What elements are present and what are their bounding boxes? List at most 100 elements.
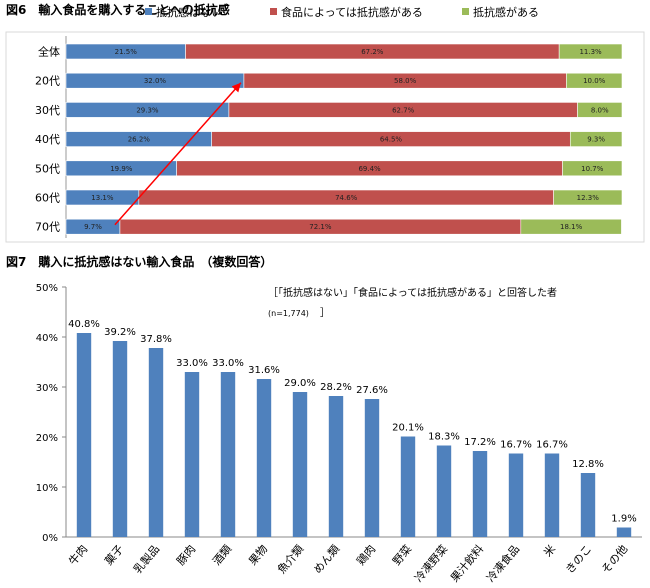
fig6-value-label: 10.0% — [583, 77, 606, 85]
fig7-category-label: 鶏肉 — [353, 542, 378, 568]
fig6-value-label: 69.4% — [358, 165, 381, 173]
legend-swatch-some-resistance — [270, 8, 277, 15]
fig6-value-label: 26.2% — [128, 136, 151, 144]
fig6-value-label: 58.0% — [394, 77, 417, 85]
fig7-note-line1: ［「抵抗感はない」「食品によっては抵抗感がある」と回答した者 — [268, 286, 557, 299]
fig6-category-label: 全体 — [38, 45, 60, 59]
fig7-bar — [256, 379, 272, 537]
fig7-value-label: 40.8% — [68, 319, 100, 330]
fig6-category-label: 60代 — [35, 192, 60, 205]
fig7-value-label: 18.3% — [428, 432, 460, 443]
fig7-value-label: 16.7% — [500, 440, 532, 451]
fig7-bar — [580, 473, 596, 537]
fig6-value-label: 67.2% — [361, 48, 384, 56]
fig7-value-label: 27.6% — [356, 385, 388, 396]
fig6-value-label: 10.7% — [581, 165, 604, 173]
fig6-bar-seg-resistance — [569, 131, 623, 147]
fig7-bar — [112, 341, 128, 537]
fig6-value-label: 8.0% — [591, 106, 609, 114]
fig7-y-tick-label: 20% — [36, 433, 58, 444]
fig6-category-label: 50代 — [35, 162, 60, 175]
fig7-plot-area: 0% 10% 20% 30% 40% 50% 40.8% 牛肉 39.2% 菓子 37.8% 乳製品 3… — [36, 283, 642, 585]
fig7-value-label: 28.2% — [320, 382, 352, 393]
fig6-value-label: 9.7% — [84, 223, 102, 231]
fig7-category-label: 果汁飲料 — [447, 542, 486, 585]
fig6-bar-seg-resistance — [520, 218, 622, 235]
fig7-category-label: 牛肉 — [65, 542, 90, 568]
fig7-bar — [472, 451, 488, 537]
fig7-value-label: 33.0% — [176, 358, 208, 369]
fig7-y-tick-label: 10% — [36, 483, 58, 494]
legend-swatch-resistance — [462, 8, 469, 15]
fig7-category-label: 果物 — [245, 542, 270, 568]
fig7-value-label: 20.1% — [392, 423, 424, 434]
fig7-category-label: 菓子 — [102, 543, 126, 568]
fig7-bar — [148, 348, 164, 537]
fig7-bar — [220, 372, 236, 537]
fig7-y-tick-label: 50% — [36, 283, 58, 294]
fig7-y-tick-label: 0% — [42, 533, 58, 544]
legend-label-some-resistance: 食品によっては抵抗感がある — [281, 5, 423, 19]
fig6-bar-seg-resistance — [562, 160, 623, 177]
fig7-category-label: 酒類 — [210, 543, 234, 568]
fig7-y-tick-label: 40% — [36, 333, 58, 344]
fig6-bar-seg-resistance — [558, 43, 623, 60]
fig6-value-label: 21.5% — [115, 48, 138, 56]
fig6-value-label: 72.1% — [309, 223, 332, 231]
fig7-bar — [544, 453, 560, 537]
fig6-plot-area: 全体 21.5% 67.2% 11.3% 20代 32.0% 58.0% 10.0% 30代 29… — [5, 31, 645, 243]
fig7-bar — [508, 453, 524, 537]
fig7-category-label: 冷凍野菜 — [412, 543, 450, 585]
fig7-bar — [76, 333, 92, 537]
fig6-value-label: 18.1% — [560, 223, 583, 231]
fig7-bar — [292, 392, 308, 537]
fig7-y-tick-label: 30% — [36, 383, 58, 394]
fig7-bar — [400, 436, 416, 537]
fig7-value-label: 17.2% — [464, 437, 496, 448]
fig6-trend-arrow — [114, 82, 242, 226]
fig7-value-label: 31.6% — [248, 365, 280, 376]
fig7-value-label: 33.0% — [212, 358, 244, 369]
fig6-value-label: 9.3% — [587, 136, 605, 144]
fig6-bar-seg-resistance — [566, 72, 623, 89]
fig7-category-label: 魚介類 — [275, 543, 306, 577]
legend-label-no-resistance: 抵抗感はない — [156, 5, 222, 19]
fig6-category-label: 30代 — [35, 104, 60, 117]
fig7-category-label: 乳製品 — [130, 542, 162, 576]
fig7-value-label: 39.2% — [104, 327, 136, 338]
fig7-bar — [616, 527, 632, 537]
fig7-note-bracket: ］ — [320, 307, 330, 319]
fig6-category-label: 70代 — [35, 221, 60, 234]
fig6-value-label: 12.3% — [577, 194, 600, 202]
fig6-value-label: 19.9% — [110, 165, 133, 173]
fig7-value-label: 16.7% — [536, 440, 568, 451]
fig7-value-label: 12.8% — [572, 459, 604, 470]
fig6-value-label: 62.7% — [392, 106, 415, 114]
fig6-value-label: 64.5% — [380, 136, 403, 144]
fig6-bar-seg-resistance — [553, 189, 623, 206]
fig7-bar — [436, 445, 452, 537]
fig7-value-label: 1.9% — [611, 514, 636, 525]
fig6-value-label: 11.3% — [579, 48, 602, 56]
fig6-category-label: 40代 — [35, 133, 60, 146]
fig7-category-label: めん類 — [311, 543, 342, 577]
fig7-category-label: 野菜 — [390, 543, 414, 568]
fig7-bar — [184, 372, 200, 537]
fig6-category-label: 20代 — [35, 75, 60, 88]
fig7-category-label: その他 — [599, 543, 630, 577]
fig7-bar — [328, 396, 344, 537]
fig7-bar — [364, 399, 380, 537]
fig7-note-sample-size: (n=1,774) — [268, 309, 309, 318]
fig7-value-label: 29.0% — [284, 378, 316, 389]
fig6-title: 図6 輸入食品を購入することへの抵抗感 — [6, 2, 230, 17]
fig7-category-label: 米 — [541, 543, 558, 560]
fig6-value-label: 29.3% — [136, 106, 159, 114]
fig7-category-label: 豚肉 — [174, 543, 198, 568]
fig6-bar-seg-resistance — [577, 102, 623, 118]
fig6-value-label: 74.6% — [335, 194, 358, 202]
fig6-value-label: 13.1% — [91, 194, 114, 202]
fig7-value-label: 37.8% — [140, 334, 172, 345]
legend-swatch-no-resistance — [145, 8, 152, 15]
legend-label-resistance: 抵抗感がある — [473, 5, 539, 19]
